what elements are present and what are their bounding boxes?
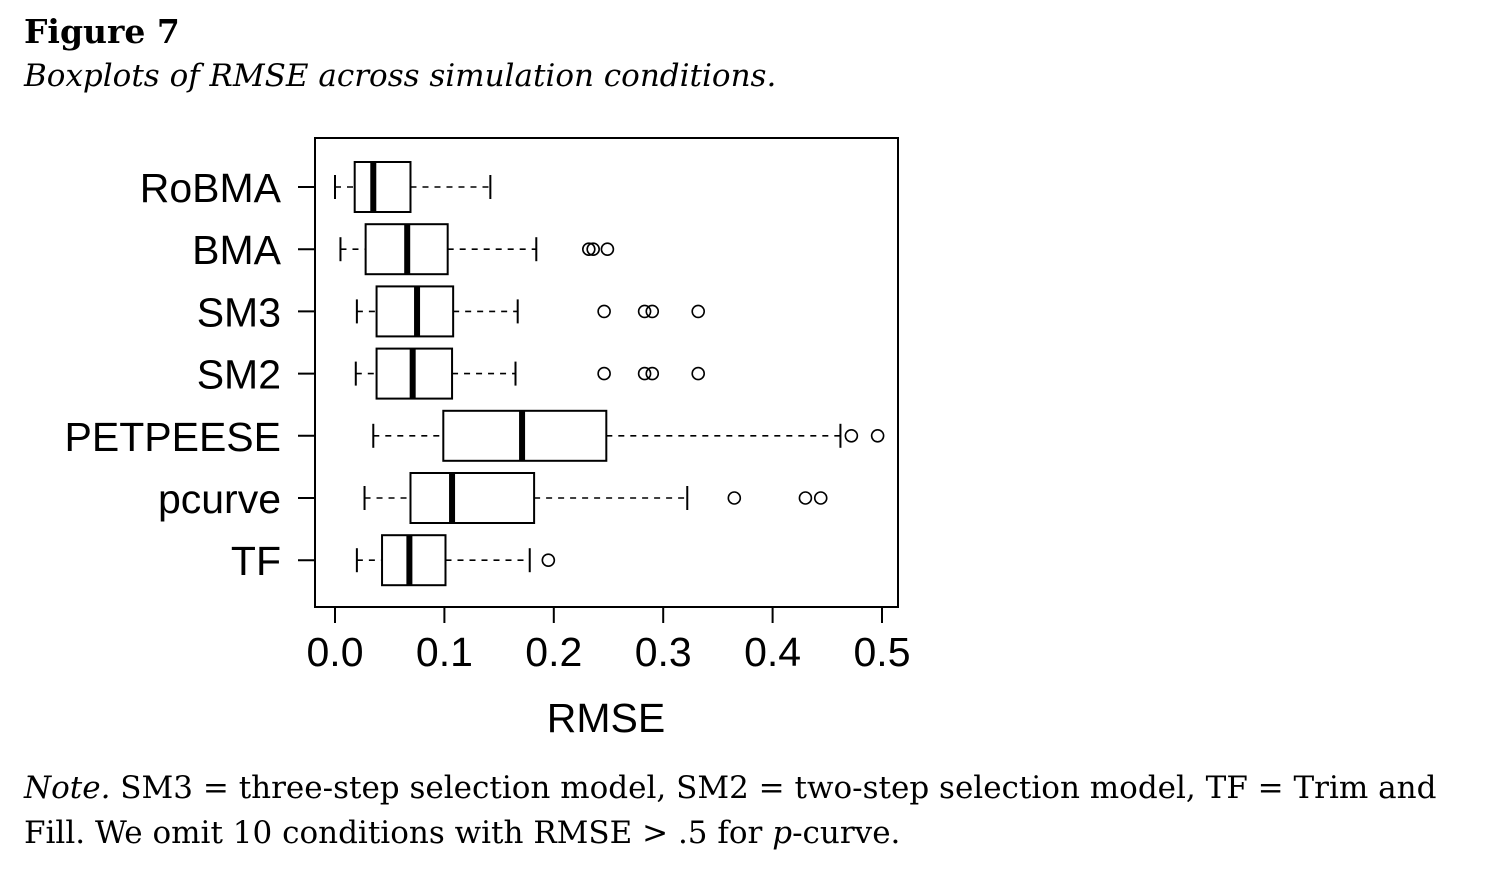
box-iqr <box>381 534 447 587</box>
outlier-point <box>727 491 742 505</box>
note-text-end: -curve. <box>792 815 901 851</box>
outlier-point <box>597 304 611 319</box>
note: Note. SM3 = three-step selection model, … <box>24 766 1494 856</box>
y-tick-label: pcurve <box>158 476 281 522</box>
outlier-point <box>586 242 600 256</box>
outlier-point <box>813 491 828 505</box>
outlier-point <box>691 304 706 319</box>
outlier-point <box>844 428 859 443</box>
outlier-point <box>582 242 596 256</box>
x-tick-label: 0.3 <box>635 629 692 675</box>
box-tf <box>355 534 556 587</box>
x-tick-label: 0.0 <box>307 629 364 675</box>
outlier-point <box>637 304 652 319</box>
figure-label: Figure 7 <box>24 12 180 51</box>
outlier-point <box>691 366 706 381</box>
outlier-point <box>597 366 611 381</box>
outlier-point <box>798 491 813 505</box>
note-italic-p: p <box>772 815 793 851</box>
box-sm2 <box>354 347 706 400</box>
y-tick-label: TF <box>231 538 281 584</box>
y-tick-label: SM3 <box>197 289 281 335</box>
figure-caption: Boxplots of RMSE across simulation condi… <box>24 58 777 94</box>
x-tick-label: 0.1 <box>416 629 473 675</box>
box-series <box>334 161 885 587</box>
x-tick-label: 0.2 <box>525 629 582 675</box>
box-robma <box>334 161 492 213</box>
note-lead: Note. <box>24 770 111 806</box>
box-bma <box>339 223 615 276</box>
y-axis: RoBMA BMA SM3 SM2 PETPEESE pcurve TF <box>65 165 316 584</box>
outlier-point <box>645 366 660 381</box>
x-axis: 0.0 0.1 0.2 0.3 0.4 0.5 <box>307 606 911 675</box>
box-iqr <box>353 161 412 213</box>
box-petpeese <box>372 409 885 462</box>
y-tick-label: BMA <box>192 227 282 273</box>
y-tick-label: PETPEESE <box>65 414 281 460</box>
outlier-point <box>870 428 885 443</box>
y-tick-label: RoBMA <box>140 165 282 211</box>
x-tick-label: 0.4 <box>744 629 801 675</box>
outlier-point <box>600 242 615 256</box>
x-tick-label: 0.5 <box>854 629 911 675</box>
outlier-point <box>541 553 556 568</box>
box-iqr <box>409 472 536 524</box>
x-axis-title: RMSE <box>547 695 665 741</box>
box-sm3 <box>355 285 706 338</box>
box-pcurve <box>363 472 828 524</box>
outlier-point <box>637 366 652 381</box>
note-text: SM3 = three-step selection model, SM2 = … <box>24 770 1437 851</box>
outlier-point <box>645 304 660 319</box>
y-tick-label: SM2 <box>197 352 281 398</box>
